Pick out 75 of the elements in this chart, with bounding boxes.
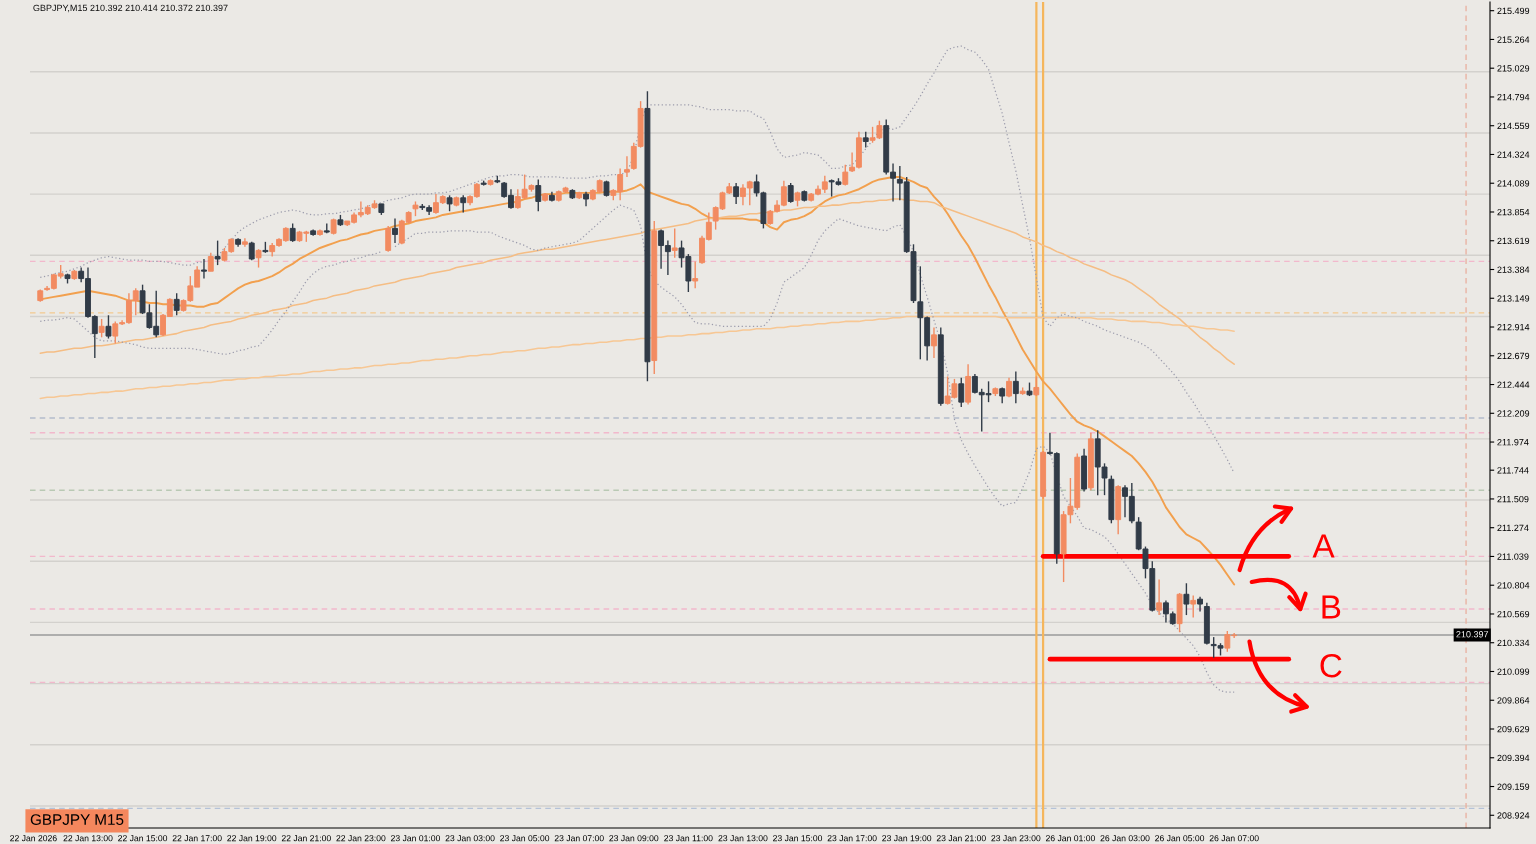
x-tick-label: 23 Jan 23:00 [991,835,1041,842]
x-tick-label: 23 Jan 07:00 [554,835,604,842]
x-tick-label: 23 Jan 21:00 [936,835,986,842]
y-tick-label: 211.039 [1497,553,1529,560]
y-tick-label: 210.099 [1497,668,1530,675]
candlestick [392,217,398,244]
line-series [39,45,1235,474]
x-tick-label: 22 Jan 19:00 [227,835,277,842]
candlestick [1156,578,1163,616]
x-tick-label: 22 Jan 13:00 [63,835,113,842]
y-tick-label: 214.324 [1497,151,1530,158]
candlestick [787,182,794,204]
y-tick-label: 212.209 [1497,410,1530,417]
annotation: B [1322,595,1341,619]
y-tick-label: 213.384 [1497,266,1530,273]
y-tick-label: 214.794 [1497,93,1530,101]
y-tick-label: 210.804 [1497,582,1530,589]
x-tick-label: 23 Jan 03:00 [445,835,495,842]
y-tick-label: 209.864 [1497,697,1530,704]
candlestick [733,182,740,205]
x-tick-label: 23 Jan 15:00 [773,835,823,842]
x-tick-label: 23 Jan 01:00 [391,835,441,842]
candlestick [931,326,937,359]
y-tick-label: 215.499 [1497,7,1530,15]
x-tick-label: 23 Jan 19:00 [882,835,932,842]
y-tick-label: 214.559 [1497,122,1530,130]
candlestick [671,227,678,259]
y-tick-label: 209.394 [1497,754,1530,762]
y-tick-label: 211.509 [1497,495,1529,503]
x-tick-label: 22 Jan 15:00 [118,835,168,842]
y-tick-label: 208.924 [1497,812,1530,819]
candlestick [624,155,630,178]
y-tick-label: 210.334 [1497,639,1530,647]
annotation: GBPJPY M15 [30,814,124,825]
candlestick [289,222,296,243]
x-tick-label: 26 Jan 05:00 [1155,835,1205,842]
y-tick-label: 209.159 [1497,783,1530,790]
y-tick-label: 213.854 [1497,208,1530,216]
candlestick [1190,594,1197,619]
y-tick-label: 215.264 [1497,36,1530,43]
x-tick-label: 23 Jan 13:00 [718,835,768,842]
x-tick-label: 22 Jan 21:00 [281,835,331,842]
candlestick [385,225,392,253]
x-tick-label: 23 Jan 11:00 [664,835,713,842]
y-tick-label: 210.569 [1497,610,1530,618]
y-tick-label: 209.629 [1497,725,1530,733]
y-tick-label: 214.089 [1497,180,1530,187]
y-tick-label: 211.974 [1497,439,1529,446]
annotation: C [1320,653,1342,678]
y-tick-label: 212.679 [1497,352,1530,360]
candlestick [1033,375,1040,397]
y-tick-label: 211.274 [1497,524,1529,531]
y-tick-label: 215.029 [1497,65,1530,72]
x-tick-label: 22 Jan 17:00 [172,835,222,842]
x-tick-label: 23 Jan 17:00 [827,835,877,842]
x-tick-label: 23 Jan 09:00 [609,835,659,842]
chart-title: GBPJPY,M15 210.392 210.414 210.372 210.397 [33,4,228,13]
y-tick-label: 211.744 [1497,467,1529,474]
candlestick [958,376,965,408]
y-tick-label: 213.149 [1497,295,1530,302]
annotation: A [1312,534,1335,558]
y-tick-label: 212.914 [1497,323,1530,331]
x-tick-label: 22 Jan 2026 [10,835,57,842]
candlestick [1012,370,1019,405]
candlestick [535,178,542,212]
candlestick [1183,582,1190,616]
y-tick-label: 213.619 [1497,237,1530,245]
x-tick-label: 26 Jan 07:00 [1209,835,1259,842]
y-tick-label: 212.444 [1497,381,1530,388]
x-tick-label: 23 Jan 05:00 [500,835,550,842]
ref-line-label: 210.397 [1456,631,1489,638]
x-tick-label: 26 Jan 01:00 [1045,835,1095,842]
x-tick-label: 22 Jan 23:00 [336,835,386,842]
x-tick-label: 26 Jan 03:00 [1100,835,1150,842]
candlestick [692,260,699,290]
